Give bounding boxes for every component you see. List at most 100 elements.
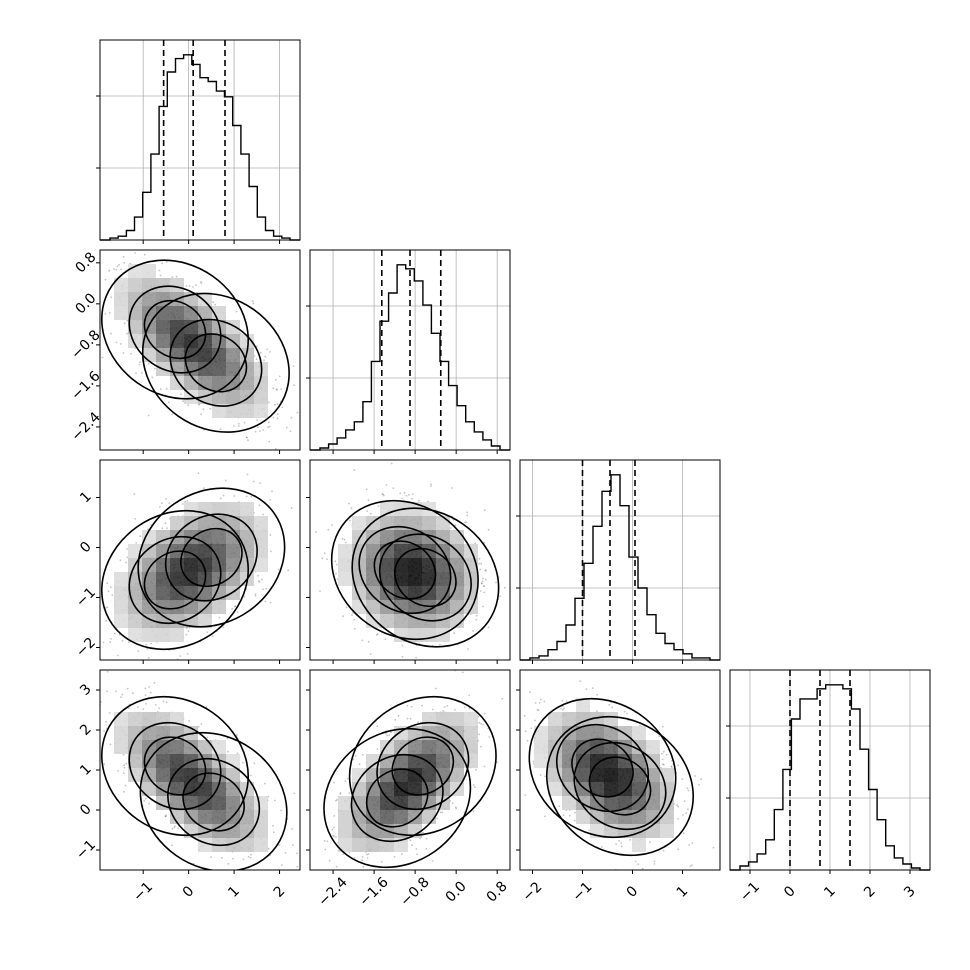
scatter-point [139, 535, 142, 538]
scatter-point [255, 358, 258, 361]
scatter-point [109, 743, 112, 746]
scatter-point [332, 835, 335, 838]
density-cell [450, 530, 464, 544]
scatter-point [377, 505, 380, 508]
scatter-point [261, 578, 263, 581]
scatter-point [464, 521, 466, 524]
scatter-point [243, 421, 246, 424]
density-cell [226, 824, 240, 838]
scatter-point [406, 717, 409, 720]
scatter-point [96, 625, 98, 627]
scatter-point [165, 498, 167, 500]
density-cell [198, 362, 212, 376]
scatter-point [275, 388, 278, 391]
scatter-point [133, 493, 136, 495]
scatter-point [123, 322, 126, 325]
scatter-point [102, 641, 105, 644]
scatter-point [232, 857, 234, 860]
scatter-point [247, 855, 250, 858]
scatter-point [268, 425, 271, 428]
contour-1-sigma [330, 499, 479, 641]
scatter-point [168, 401, 170, 404]
density-cell [240, 530, 254, 544]
density-cell [366, 586, 380, 600]
scatter-point [452, 519, 455, 521]
scatter-point [479, 590, 482, 592]
density-cell [184, 572, 198, 586]
scatter-point [252, 480, 255, 483]
scatter-point [335, 865, 338, 868]
scatter-point [478, 721, 481, 724]
density-cell [170, 278, 184, 292]
scatter-point [442, 710, 444, 712]
scatter-point [221, 856, 223, 859]
scatter-point [147, 362, 150, 365]
density-cell [212, 530, 226, 544]
density-cell [254, 810, 268, 824]
scatter-point [117, 654, 119, 657]
density-shading [338, 502, 478, 642]
scatter-point [158, 269, 161, 272]
density-cell [184, 334, 198, 348]
scatter-point [192, 286, 195, 288]
density-cell [128, 754, 142, 768]
scatter-point [410, 705, 413, 708]
density-cell [226, 558, 240, 572]
scatter-point [472, 630, 474, 632]
scatter-point [257, 574, 259, 577]
scatter-point [478, 733, 480, 736]
density-cell [380, 754, 394, 768]
scatter-point [409, 839, 412, 842]
scatter-point [267, 426, 269, 429]
scatter-point [97, 293, 99, 295]
density-cell [184, 376, 198, 390]
density-panel-p0-p2 [66, 459, 301, 664]
density-cell [338, 544, 352, 558]
density-cell [352, 796, 366, 810]
density-cell [240, 558, 254, 572]
scatter-point [93, 654, 95, 656]
scatter-point [113, 632, 116, 635]
scatter-point [369, 653, 372, 655]
scatter-point [226, 737, 229, 740]
scatter-point [272, 387, 275, 390]
scatter-point [416, 853, 418, 856]
scatter-point [66, 554, 68, 556]
scatter-point [296, 411, 299, 414]
scatter-point [105, 721, 107, 723]
density-cell [338, 810, 352, 824]
hist-panel-p3 [726, 669, 931, 874]
scatter-point [219, 428, 222, 431]
scatter-point [174, 825, 176, 828]
scatter-point [186, 653, 189, 655]
density-cell [184, 782, 198, 796]
scatter-point [393, 855, 396, 858]
density-cell [352, 824, 366, 838]
scatter-point [376, 633, 378, 636]
scatter-point [288, 902, 290, 904]
contour-1.5-sigma [164, 513, 258, 602]
density-cell [212, 334, 226, 348]
scatter-point [184, 500, 187, 503]
contour-1-sigma [100, 695, 250, 837]
scatter-point [353, 857, 356, 859]
scatter-point [401, 644, 404, 647]
contour-1.5-sigma [167, 757, 261, 847]
scatter-point [117, 770, 119, 772]
density-cell [184, 390, 198, 404]
density-cell [156, 754, 170, 768]
scatter-point [202, 487, 205, 489]
scatter-point [211, 635, 214, 638]
scatter-point [361, 639, 364, 642]
scatter-point [153, 682, 156, 684]
density-cell [142, 264, 156, 278]
scatter-point [361, 856, 364, 858]
scatter-point [271, 490, 273, 493]
scatter-point [478, 557, 481, 560]
scatter-point [192, 862, 195, 865]
density-cell [240, 838, 254, 852]
density-cell [338, 572, 352, 586]
scatter-point [104, 312, 107, 315]
scatter-point [326, 558, 328, 561]
scatter-point [182, 400, 185, 403]
